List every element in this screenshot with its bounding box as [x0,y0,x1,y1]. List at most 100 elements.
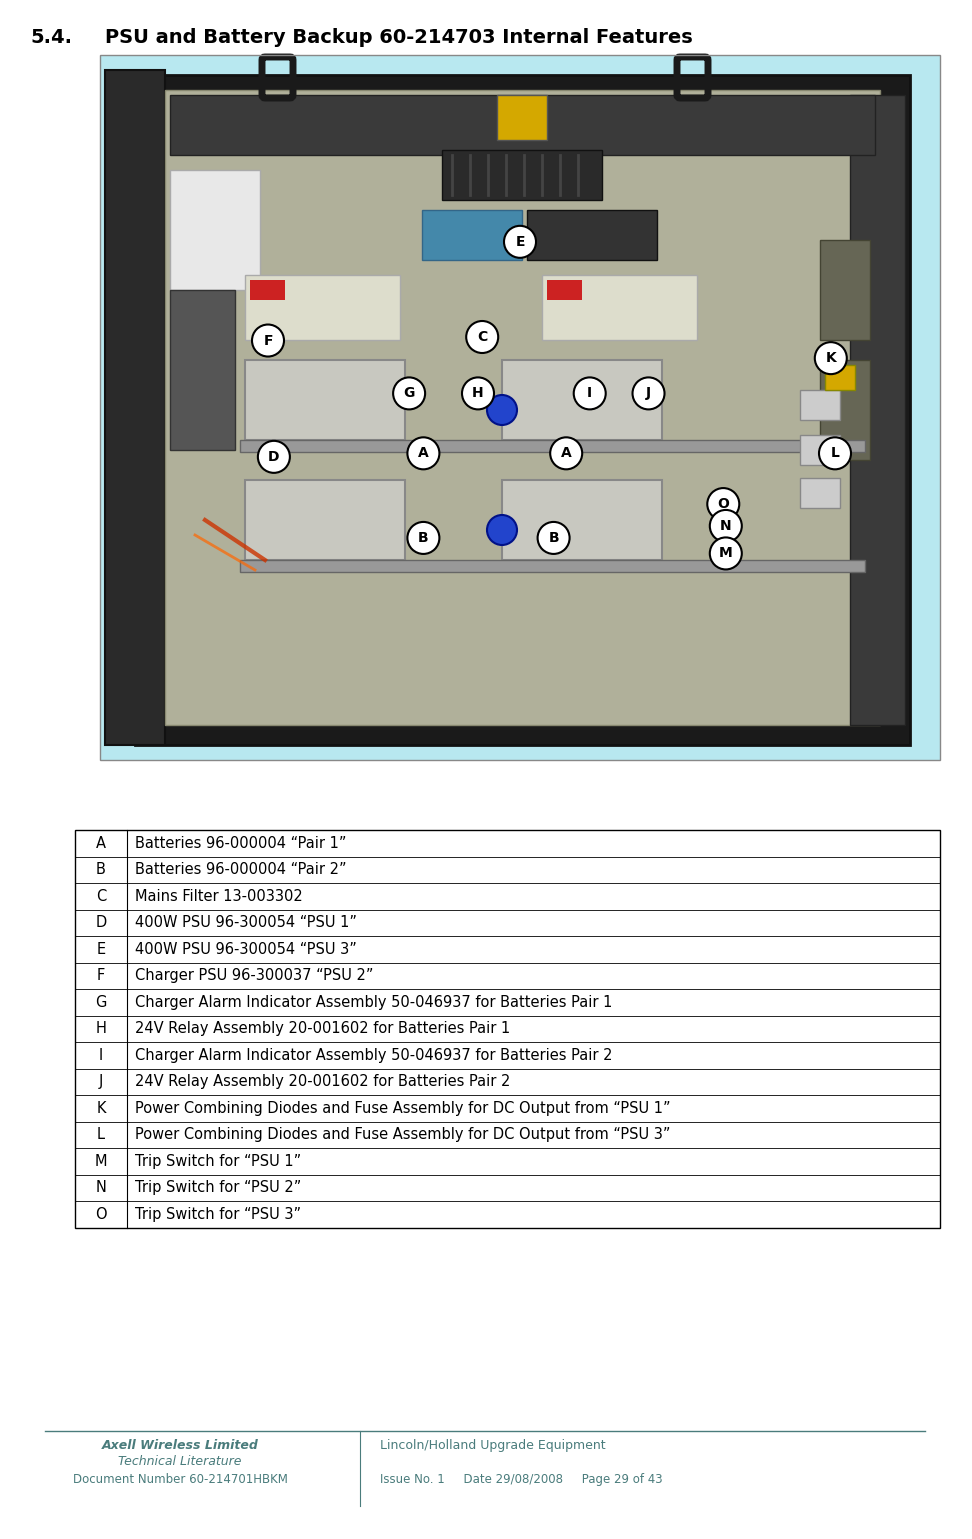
Text: L: L [830,446,840,460]
Text: Axell Wireless Limited: Axell Wireless Limited [101,1439,259,1451]
Text: D: D [95,916,107,930]
Text: Trip Switch for “PSU 1”: Trip Switch for “PSU 1” [135,1154,301,1168]
Circle shape [633,377,665,409]
Bar [800,436,840,465]
Circle shape [815,342,847,374]
Circle shape [573,377,606,409]
Circle shape [487,396,517,425]
Bar [820,240,870,340]
Circle shape [252,325,284,357]
Text: B: B [548,531,559,545]
Bar [527,209,657,260]
Text: C: C [96,888,106,903]
Text: M: M [719,546,733,560]
Circle shape [393,377,425,409]
Text: E: E [96,942,106,957]
Bar [497,95,547,140]
Text: Batteries 96-000004 “Pair 1”: Batteries 96-000004 “Pair 1” [135,836,346,851]
Text: B: B [96,862,106,877]
Text: A: A [561,446,572,460]
Text: Charger PSU 96-300037 “PSU 2”: Charger PSU 96-300037 “PSU 2” [135,968,373,983]
Text: Charger Alarm Indicator Assembly 50-046937 for Batteries Pair 1: Charger Alarm Indicator Assembly 50-0469… [135,994,612,1010]
Bar [422,209,522,260]
Bar [825,365,855,389]
Bar [170,95,875,155]
Bar [547,280,582,300]
Text: K: K [96,1100,106,1116]
Circle shape [710,509,742,542]
Bar [170,289,235,449]
Text: H: H [95,1022,107,1036]
Circle shape [407,522,439,554]
Text: E: E [515,235,525,249]
Text: N: N [95,1180,107,1196]
Bar [75,830,940,1228]
Text: Batteries 96-000004 “Pair 2”: Batteries 96-000004 “Pair 2” [135,862,347,877]
Text: Trip Switch for “PSU 3”: Trip Switch for “PSU 3” [135,1207,301,1222]
Text: D: D [268,449,280,463]
Text: 5.4.: 5.4. [30,28,72,48]
Text: I: I [99,1048,103,1063]
Bar [135,75,910,745]
Bar [800,389,840,420]
Text: A: A [418,446,429,460]
Text: O: O [717,497,729,511]
Text: Trip Switch for “PSU 2”: Trip Switch for “PSU 2” [135,1180,301,1196]
Bar [245,360,405,440]
Text: J: J [646,386,651,400]
Bar [442,149,602,200]
Text: O: O [95,1207,107,1222]
Bar [542,275,697,340]
Circle shape [538,522,570,554]
Text: M: M [94,1154,107,1168]
Circle shape [467,322,499,352]
Text: 24V Relay Assembly 20-001602 for Batteries Pair 1: 24V Relay Assembly 20-001602 for Batteri… [135,1022,510,1036]
Bar [502,360,662,440]
Bar [105,69,165,745]
Bar [850,95,905,725]
Bar [100,55,940,760]
Text: Document Number 60-214701HBKM: Document Number 60-214701HBKM [73,1473,288,1487]
Text: B: B [418,531,429,545]
Text: L: L [97,1127,105,1142]
Bar [820,360,870,460]
Text: PSU and Battery Backup 60-214703 Internal Features: PSU and Battery Backup 60-214703 Interna… [105,28,693,48]
Text: I: I [587,386,592,400]
Text: N: N [720,519,732,532]
Circle shape [407,437,439,469]
Circle shape [258,440,290,472]
Text: A: A [96,836,106,851]
Bar [100,55,940,760]
Text: Charger Alarm Indicator Assembly 50-046937 for Batteries Pair 2: Charger Alarm Indicator Assembly 50-0469… [135,1048,612,1063]
Bar [165,89,880,725]
Text: 24V Relay Assembly 20-001602 for Batteries Pair 2: 24V Relay Assembly 20-001602 for Batteri… [135,1074,510,1090]
Circle shape [708,488,740,520]
Text: C: C [477,329,487,345]
Circle shape [550,437,582,469]
Bar [240,440,865,452]
Text: 400W PSU 96-300054 “PSU 3”: 400W PSU 96-300054 “PSU 3” [135,942,357,957]
Bar [240,560,865,573]
Text: G: G [95,994,107,1010]
Text: 400W PSU 96-300054 “PSU 1”: 400W PSU 96-300054 “PSU 1” [135,916,357,930]
Text: J: J [99,1074,103,1090]
Bar [245,480,405,560]
Text: K: K [825,351,836,365]
Bar [170,169,260,289]
Bar [502,480,662,560]
Text: F: F [97,968,105,983]
Text: G: G [403,386,415,400]
Text: Lincoln/Holland Upgrade Equipment: Lincoln/Holland Upgrade Equipment [380,1439,606,1451]
Bar [250,280,285,300]
Circle shape [487,516,517,545]
Text: Power Combining Diodes and Fuse Assembly for DC Output from “PSU 3”: Power Combining Diodes and Fuse Assembly… [135,1127,671,1142]
Circle shape [462,377,494,409]
Circle shape [819,437,851,469]
Text: Issue No. 1     Date 29/08/2008     Page 29 of 43: Issue No. 1 Date 29/08/2008 Page 29 of 4… [380,1473,663,1487]
Text: H: H [472,386,484,400]
Circle shape [504,226,536,259]
Text: Technical Literature: Technical Literature [119,1454,242,1468]
Text: Mains Filter 13-003302: Mains Filter 13-003302 [135,888,302,903]
Bar [800,479,840,508]
Text: Power Combining Diodes and Fuse Assembly for DC Output from “PSU 1”: Power Combining Diodes and Fuse Assembly… [135,1100,671,1116]
